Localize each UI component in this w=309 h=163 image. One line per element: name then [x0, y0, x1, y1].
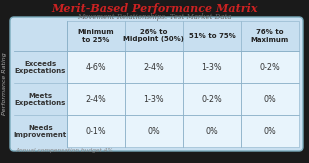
Text: Annual compensation budget 4%: Annual compensation budget 4% [15, 148, 113, 153]
Text: 51% to 75%: 51% to 75% [188, 33, 235, 39]
Text: 0%: 0% [264, 95, 276, 104]
Text: 0%: 0% [205, 126, 218, 135]
Bar [67, 51, 125, 83]
Text: 76% to
Maximum: 76% to Maximum [251, 30, 289, 43]
Text: 1-3%: 1-3% [201, 62, 222, 72]
Text: 2-4%: 2-4% [85, 95, 106, 104]
Bar [183, 115, 241, 147]
Bar [241, 21, 299, 51]
Bar [67, 115, 125, 147]
Text: 26% to
Midpoint (50%): 26% to Midpoint (50%) [123, 30, 184, 43]
Bar [67, 21, 125, 51]
Text: Merit-Based Performance Matrix: Merit-Based Performance Matrix [51, 3, 258, 14]
Text: Movement Relationships: Test Market Data: Movement Relationships: Test Market Data [77, 13, 232, 21]
Text: Minimum
to 25%: Minimum to 25% [78, 30, 114, 43]
Text: Exceeds
Expectations: Exceeds Expectations [15, 60, 66, 74]
Text: 1-3%: 1-3% [143, 95, 164, 104]
Text: 0%: 0% [264, 126, 276, 135]
Bar [125, 115, 183, 147]
Bar [67, 83, 125, 115]
Bar [14, 21, 67, 147]
Bar [241, 51, 299, 83]
Text: 4-6%: 4-6% [86, 62, 106, 72]
Bar [183, 51, 241, 83]
Text: Needs
Improvement: Needs Improvement [14, 125, 67, 138]
Bar [125, 83, 183, 115]
Bar [125, 51, 183, 83]
Text: Meets
Expectations: Meets Expectations [15, 92, 66, 105]
Bar [241, 115, 299, 147]
Text: 2-4%: 2-4% [143, 62, 164, 72]
Text: 0-2%: 0-2% [201, 95, 222, 104]
Bar [183, 21, 241, 51]
FancyBboxPatch shape [10, 17, 303, 151]
Bar [125, 21, 183, 51]
Text: 0%: 0% [147, 126, 160, 135]
Text: Performance Rating: Performance Rating [2, 53, 7, 115]
Bar [183, 83, 241, 115]
Bar [241, 83, 299, 115]
Text: 0-2%: 0-2% [260, 62, 280, 72]
Text: 0-1%: 0-1% [86, 126, 106, 135]
